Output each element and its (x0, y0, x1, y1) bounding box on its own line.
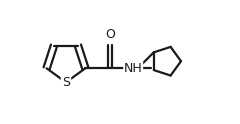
Text: O: O (105, 28, 115, 41)
Text: NH: NH (124, 62, 143, 75)
Text: S: S (62, 76, 70, 89)
